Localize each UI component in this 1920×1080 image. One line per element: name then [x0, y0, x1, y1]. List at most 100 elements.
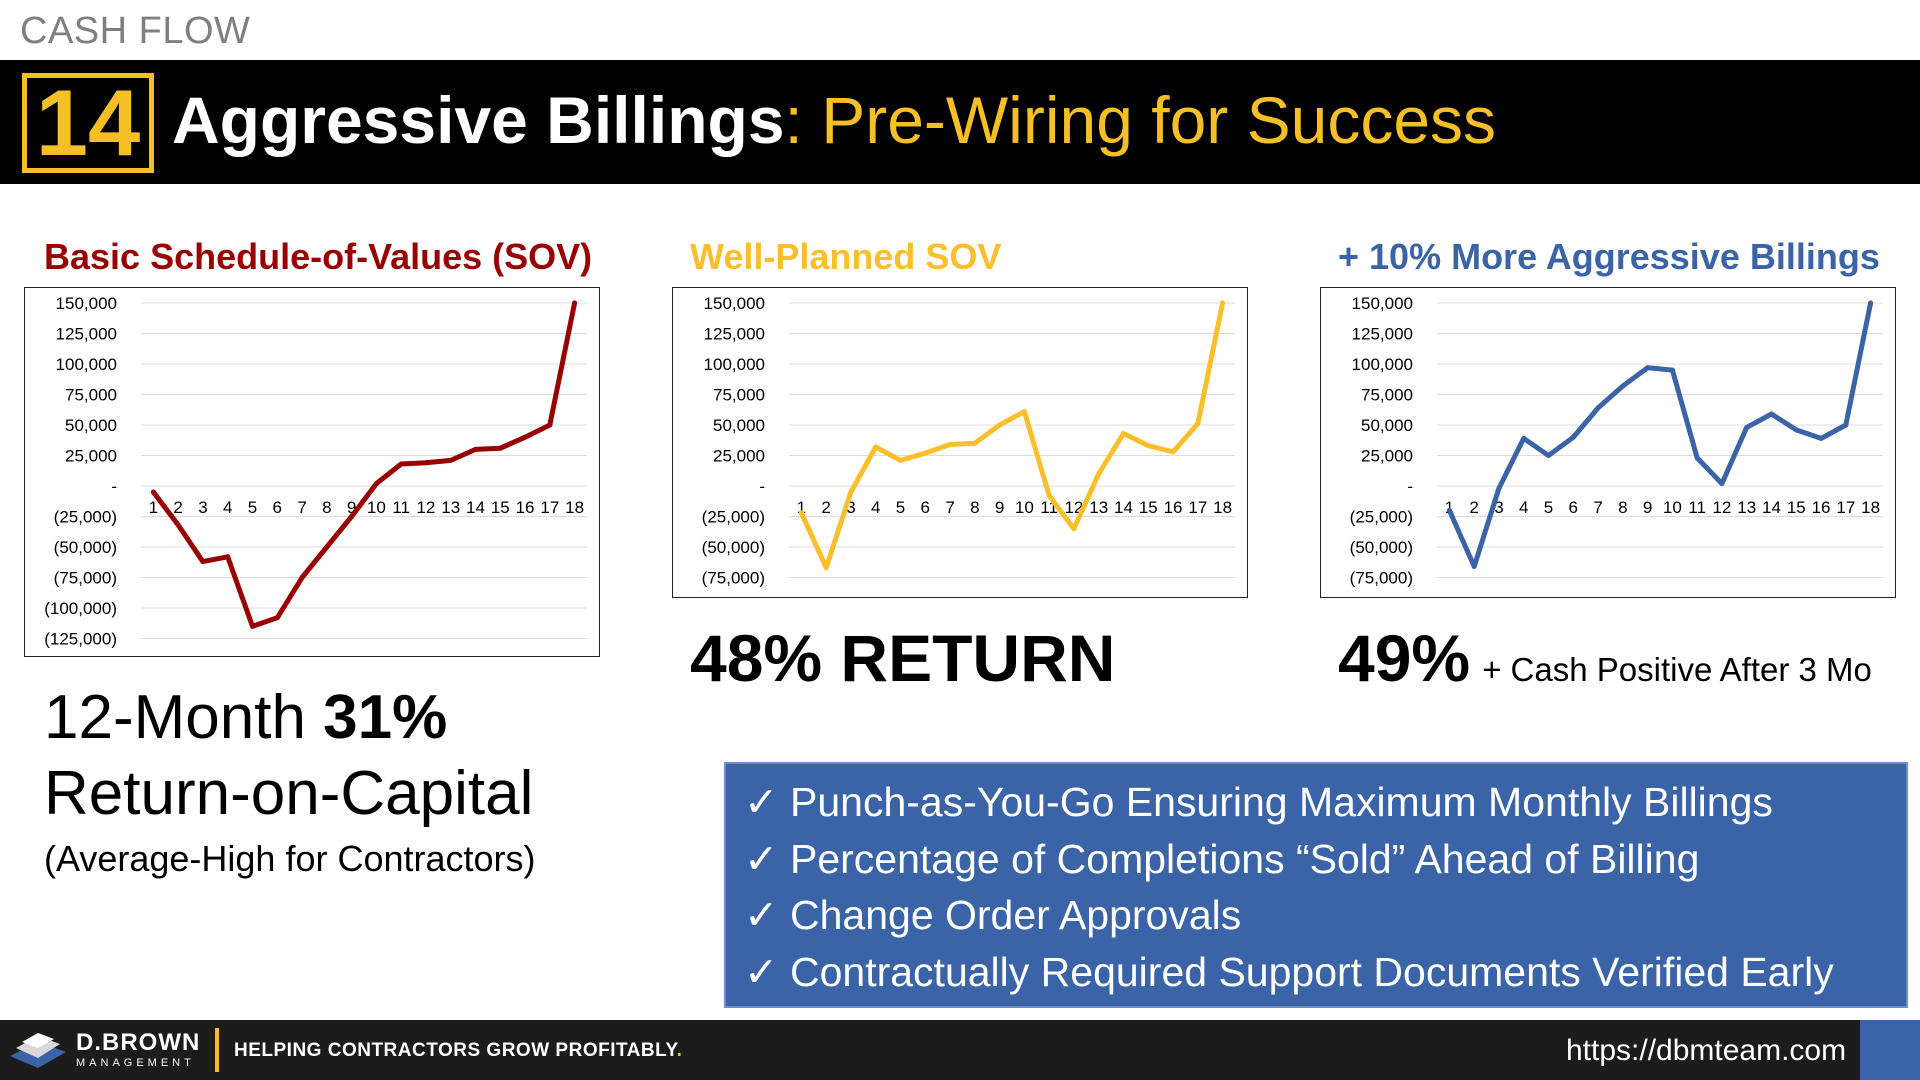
x-tick-label: 13: [1089, 498, 1108, 517]
data-point: [848, 489, 854, 495]
data-point: [1769, 411, 1774, 417]
x-tick-label: 15: [1787, 498, 1806, 517]
data-point: [1096, 471, 1102, 477]
check-icon: ✓: [744, 835, 779, 882]
x-tick-label: 9: [1643, 498, 1652, 517]
data-point: [1719, 481, 1725, 487]
x-tick-label: 3: [198, 498, 207, 517]
x-tick-label: 11: [392, 498, 410, 517]
checklist-box: ✓ Punch-as-You-Go Ensuring Maximum Monthl…: [724, 762, 1908, 1008]
x-tick-label: 16: [1164, 498, 1183, 517]
data-point: [1694, 455, 1700, 461]
data-point: [1496, 485, 1502, 491]
checklist-item: ✓ Percentage of Completions “Sold” Ahead …: [744, 831, 1906, 888]
check-icon: ✓: [744, 779, 779, 825]
logo-name: D.BROWN: [76, 1029, 201, 1056]
check-icon: ✓: [744, 892, 779, 938]
x-tick-label: 16: [516, 498, 535, 517]
y-tick-label: -: [111, 477, 117, 496]
title-subtitle: : Pre-Wiring for Success: [784, 83, 1497, 157]
data-point: [1570, 434, 1576, 440]
y-tick-label: 125,000: [704, 325, 765, 344]
data-point: [798, 510, 804, 516]
y-tick-label: 150,000: [56, 294, 117, 313]
y-tick-label: (75,000): [1350, 569, 1413, 588]
return-aggressive-note: + Cash Positive After 3 Mo: [1482, 651, 1872, 688]
x-tick-label: 18: [1861, 498, 1880, 517]
x-tick-label: 13: [441, 498, 460, 517]
checklist-item: ✓ Contractually Required Support Document…: [744, 944, 1906, 1001]
data-point: [522, 434, 528, 440]
data-point: [873, 444, 879, 450]
data-point: [225, 554, 231, 560]
logo-subtitle: MANAGEMENT: [76, 1057, 195, 1069]
data-point: [1021, 409, 1027, 415]
data-point: [1446, 507, 1452, 513]
y-tick-label: 25,000: [1361, 447, 1413, 466]
y-tick-label: (100,000): [44, 599, 117, 618]
data-point: [1546, 453, 1551, 458]
tagline-text: HELPING CONTRACTORS GROW PROFITABLY: [234, 1040, 677, 1061]
return-well-planned: 48% RETURN: [690, 621, 1116, 695]
website-link[interactable]: https://dbmteam.com: [1566, 1034, 1847, 1067]
x-tick-label: 7: [297, 498, 306, 517]
x-tick-label: 7: [945, 498, 954, 517]
logo-icon: [10, 1033, 66, 1068]
x-tick-label: 16: [1812, 498, 1831, 517]
chart-svg: 150,000 125,000 100,000 75,000 50,000 25,000 -…: [44, 294, 587, 649]
x-tick-label: 12: [416, 498, 435, 517]
data-point: [1471, 564, 1477, 570]
x-tick-label: 5: [248, 498, 257, 517]
y-tick-label: 75,000: [1361, 386, 1413, 405]
series-line: [1446, 300, 1874, 569]
x-tick-label: 4: [1519, 498, 1528, 517]
data-point: [1818, 435, 1824, 441]
data-point: [175, 522, 181, 528]
y-tick-label: 50,000: [1361, 416, 1413, 435]
x-tick-label: 9: [347, 498, 356, 517]
return-basic-prefix: 12-Month: [44, 683, 324, 752]
x-tick-label: 9: [995, 498, 1004, 517]
x-tick-label: 1: [149, 498, 158, 517]
x-tick-label: 18: [565, 498, 584, 517]
data-point: [1071, 526, 1077, 532]
data-point: [1645, 365, 1651, 371]
data-point: [1793, 427, 1799, 433]
chart-aggressive-billings: 150,000 125,000 100,000 75,000 50,000 25,000 -…: [1320, 287, 1896, 598]
return-basic-line2: Return-on-Capital: [44, 759, 534, 828]
data-point: [1669, 367, 1675, 373]
data-point: [997, 422, 1003, 428]
data-point: [547, 422, 553, 428]
tagline: HELPING CONTRACTORS GROW PROFITABLY.: [234, 1040, 682, 1062]
data-point: [1868, 300, 1874, 306]
x-tick-label: 12: [1712, 498, 1731, 517]
y-tick-label: (25,000): [1350, 508, 1413, 527]
data-point: [497, 445, 503, 451]
y-tick-label: (50,000): [54, 538, 117, 557]
data-point: [299, 575, 305, 580]
x-tick-label: 8: [322, 498, 331, 517]
data-point: [349, 514, 355, 519]
x-tick-label: 14: [466, 498, 485, 517]
data-point: [898, 457, 903, 463]
y-tick-label: 100,000: [56, 355, 117, 374]
y-tick-label: -: [1407, 477, 1413, 496]
x-tick-label: 17: [1188, 498, 1207, 517]
x-tick-label: 6: [1569, 498, 1578, 517]
y-tick-label: 50,000: [65, 416, 117, 435]
x-tick-label: 3: [1494, 498, 1503, 517]
data-point: [1195, 421, 1201, 427]
data-point: [373, 481, 379, 487]
footer-divider: [215, 1028, 219, 1072]
data-point: [1843, 422, 1849, 428]
x-tick-label: 1: [1445, 498, 1454, 517]
x-tick-label: 11: [1688, 498, 1706, 517]
data-point: [324, 544, 330, 550]
x-tick-label: 4: [871, 498, 880, 517]
slide-title: Aggressive Billings: Pre-Wiring for Succ…: [172, 80, 1496, 160]
y-tick-label: (50,000): [702, 538, 765, 557]
x-tick-label: 10: [1015, 498, 1034, 517]
data-point: [1595, 405, 1601, 411]
data-point: [473, 446, 478, 452]
data-point: [972, 440, 978, 446]
